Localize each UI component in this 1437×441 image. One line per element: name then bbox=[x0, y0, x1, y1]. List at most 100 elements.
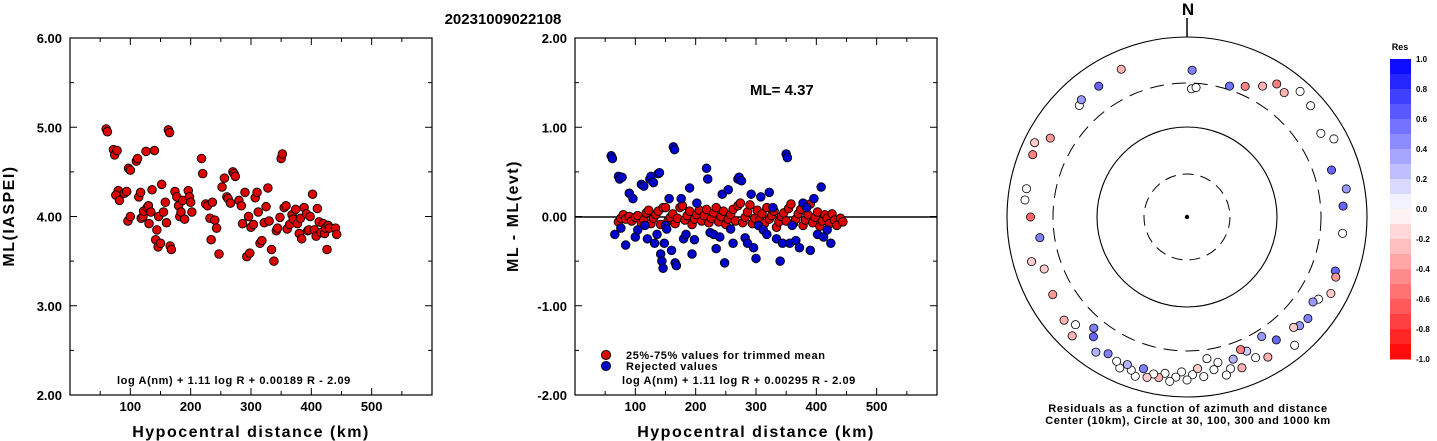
rejected-point bbox=[692, 198, 702, 208]
panel-ml-vs-distance: 100 200 300 400 500 2.00 3.00 4.00 5.00 6.00 ML(I… bbox=[1, 31, 433, 441]
center-dot bbox=[1184, 214, 1190, 220]
station-point bbox=[1028, 150, 1038, 160]
figure-title: 20231009022108 bbox=[445, 11, 562, 28]
accepted-point bbox=[240, 187, 250, 198]
station-point bbox=[1138, 364, 1148, 374]
station-point bbox=[1191, 83, 1201, 93]
accepted-point bbox=[230, 171, 241, 182]
station-point bbox=[1116, 64, 1126, 74]
accepted-point bbox=[236, 201, 247, 211]
accepted-point bbox=[245, 248, 255, 258]
rejected-point bbox=[671, 260, 682, 271]
formula-text: log A(nm) + 1.11 log R + 0.00189 R - 2.0… bbox=[117, 375, 351, 387]
station-point bbox=[1240, 81, 1250, 91]
accepted-point bbox=[207, 197, 218, 207]
station-point bbox=[1171, 372, 1181, 382]
rejected-point bbox=[676, 193, 686, 204]
accepted-point bbox=[290, 204, 301, 215]
y-tick-label: 1.00 bbox=[542, 120, 567, 135]
rejected-point bbox=[666, 245, 677, 256]
rejected-point bbox=[639, 181, 649, 191]
rejected-point bbox=[711, 243, 721, 254]
station-point bbox=[1308, 297, 1318, 307]
caption-line-2: Center (10km), Circle at 30, 100, 300 an… bbox=[1045, 415, 1331, 427]
x-tick-label: 300 bbox=[745, 399, 767, 414]
accepted-point bbox=[132, 153, 143, 164]
rejected-point bbox=[822, 225, 832, 235]
rejected-point bbox=[787, 220, 797, 231]
colorbar-cell bbox=[1390, 224, 1411, 240]
station-point bbox=[1048, 290, 1058, 300]
accepted-point bbox=[152, 225, 162, 235]
station-point bbox=[1326, 288, 1336, 298]
station-point bbox=[1177, 367, 1187, 377]
y-tick-label: -1.00 bbox=[537, 299, 567, 314]
ml-value-label: ML= 4.37 bbox=[750, 82, 814, 99]
station-point bbox=[1289, 322, 1299, 332]
rejected-point bbox=[775, 256, 785, 266]
station-point bbox=[1160, 368, 1170, 378]
colorbar-cell bbox=[1390, 134, 1411, 150]
station-point bbox=[1103, 349, 1113, 359]
station-point bbox=[1182, 375, 1192, 385]
station-point bbox=[1089, 323, 1099, 333]
rejected-point bbox=[816, 182, 826, 192]
station-point bbox=[1070, 320, 1080, 330]
x-tick-label: 400 bbox=[805, 399, 827, 414]
data-points bbox=[101, 124, 342, 266]
data-points bbox=[606, 142, 848, 274]
station-point bbox=[1213, 357, 1223, 367]
rejected-point bbox=[649, 238, 660, 249]
x-axis-label: Hypocentral distance (km) bbox=[132, 424, 370, 441]
rejected-point bbox=[725, 224, 736, 234]
station-point bbox=[1221, 370, 1231, 380]
accepted-point bbox=[264, 216, 274, 226]
station-point bbox=[1122, 360, 1132, 370]
legend-rejected-label: Rejected values bbox=[626, 361, 718, 373]
accepted-point bbox=[114, 195, 125, 206]
rejected-point bbox=[748, 242, 759, 253]
colorbar-tick-label: -0.2 bbox=[1416, 235, 1430, 244]
accepted-point bbox=[307, 189, 318, 199]
ring-30km bbox=[1143, 173, 1231, 261]
station-point bbox=[1295, 86, 1305, 96]
station-point bbox=[1279, 88, 1289, 98]
axis-ticks: 100 200 300 400 500 -2.00 -1.00 0.00 1.00 2.00 bbox=[537, 31, 937, 414]
accepted-point bbox=[757, 209, 767, 219]
station-point bbox=[1193, 364, 1203, 374]
station-point bbox=[1188, 370, 1198, 380]
station-point bbox=[1088, 332, 1098, 342]
colorbar-cell bbox=[1390, 254, 1411, 270]
accepted-point bbox=[144, 218, 154, 229]
station-point bbox=[1225, 81, 1235, 91]
rejected-point bbox=[689, 234, 700, 245]
rejected-point bbox=[768, 202, 778, 213]
colorbar-cell bbox=[1390, 59, 1411, 75]
station-point bbox=[1237, 363, 1247, 373]
rejected-point bbox=[607, 153, 618, 164]
rejected-point bbox=[715, 232, 725, 242]
accepted-point bbox=[275, 212, 285, 223]
x-tick-label: 400 bbox=[300, 399, 322, 414]
accepted-point bbox=[248, 219, 259, 230]
accepted-point bbox=[155, 238, 166, 249]
station-point bbox=[1303, 313, 1313, 323]
station-point bbox=[1331, 272, 1341, 282]
colorbar-cell bbox=[1390, 284, 1411, 300]
station-point bbox=[1091, 347, 1101, 357]
station-point bbox=[1228, 354, 1238, 364]
accepted-point bbox=[253, 207, 263, 217]
station-point bbox=[1187, 65, 1197, 75]
colorbar-tick-label: 1.0 bbox=[1416, 55, 1428, 64]
accepted-point bbox=[147, 184, 157, 195]
y-tick-label: 6.00 bbox=[37, 31, 62, 46]
y-axis-label: ML(IASPEI) bbox=[1, 165, 18, 266]
y-tick-label: 2.00 bbox=[542, 31, 567, 46]
colorbar-labels: 1.0 0.8 0.6 0.4 0.2 0.0 -0.2 -0.4 -0.6 -0.8 -1.0 bbox=[1416, 55, 1430, 364]
station-point bbox=[1165, 376, 1175, 386]
rejected-point bbox=[658, 263, 668, 274]
station-point bbox=[1020, 195, 1030, 205]
rejected-point bbox=[728, 238, 738, 249]
accepted-point bbox=[206, 234, 216, 245]
rejected-point bbox=[762, 229, 772, 240]
